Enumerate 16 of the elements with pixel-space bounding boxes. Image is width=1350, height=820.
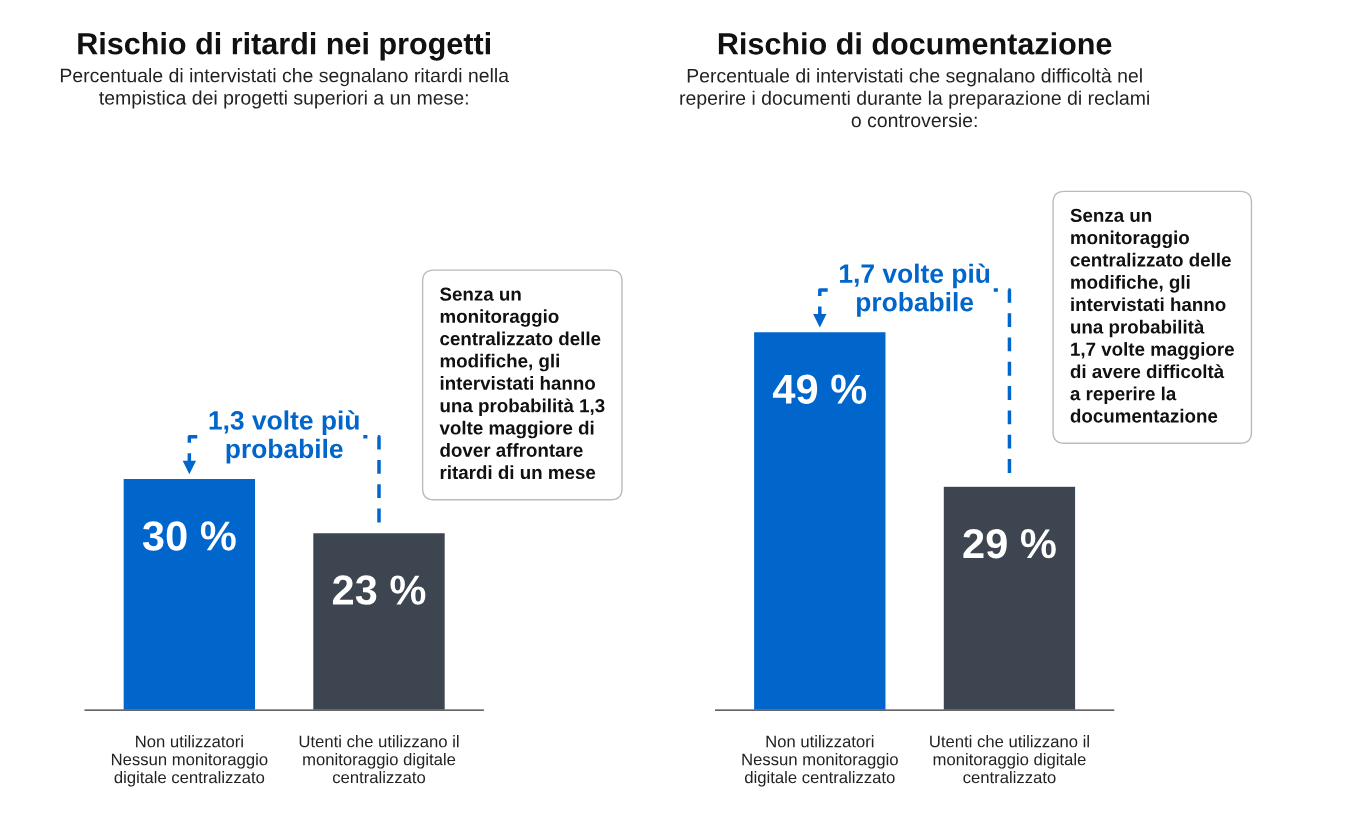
x-tick-label: Non utilizzatori Nessun monitoraggio digitale centralizzato [742, 735, 898, 787]
chart-subtitle: Percentuale di intervistati che segnalano ritardi nella tempistica dei progetti superiori a un mese: [60, 68, 510, 109]
text: 1,3 volte più probabile [209, 410, 359, 464]
data-label: 30 % [142, 521, 236, 551]
text: 1,7 volte più probabile [840, 263, 990, 317]
chart-title: Rischio di documentazione [718, 32, 1112, 55]
x-tick-label: Non utilizzatori Nessun monitoraggio digitale centralizzato [111, 735, 268, 787]
data-label: 23 % [332, 575, 426, 605]
data-label: 29 % [963, 528, 1056, 559]
x-tick-label: Utenti che utilizzano il monitoraggio digitale centralizzato [930, 735, 1089, 784]
text: Senza un monitoraggio centralizzato delle modifiche, gli intervistati hanno una probabilità 1,3 volte maggiore di dover affrontare ritardi di un mese [439, 287, 605, 480]
text: Senza un monitoraggio centralizzato delle modifiche, gli intervistati hanno una probabilità 1,7 volte maggiore di avere difficoltà a reperire la documentazione [1070, 208, 1234, 423]
x-tick-label: Utenti che utilizzano il monitoraggio digitale centralizzato [299, 735, 459, 784]
data-label: 49 % [772, 374, 867, 404]
chart-subtitle: Percentuale di intervistati che segnalano difficoltà nel reperire i documenti durante la preparazione di reclami o controversie: [680, 68, 1149, 128]
chart-title: Rischio di ritardi nei progetti [78, 32, 490, 61]
